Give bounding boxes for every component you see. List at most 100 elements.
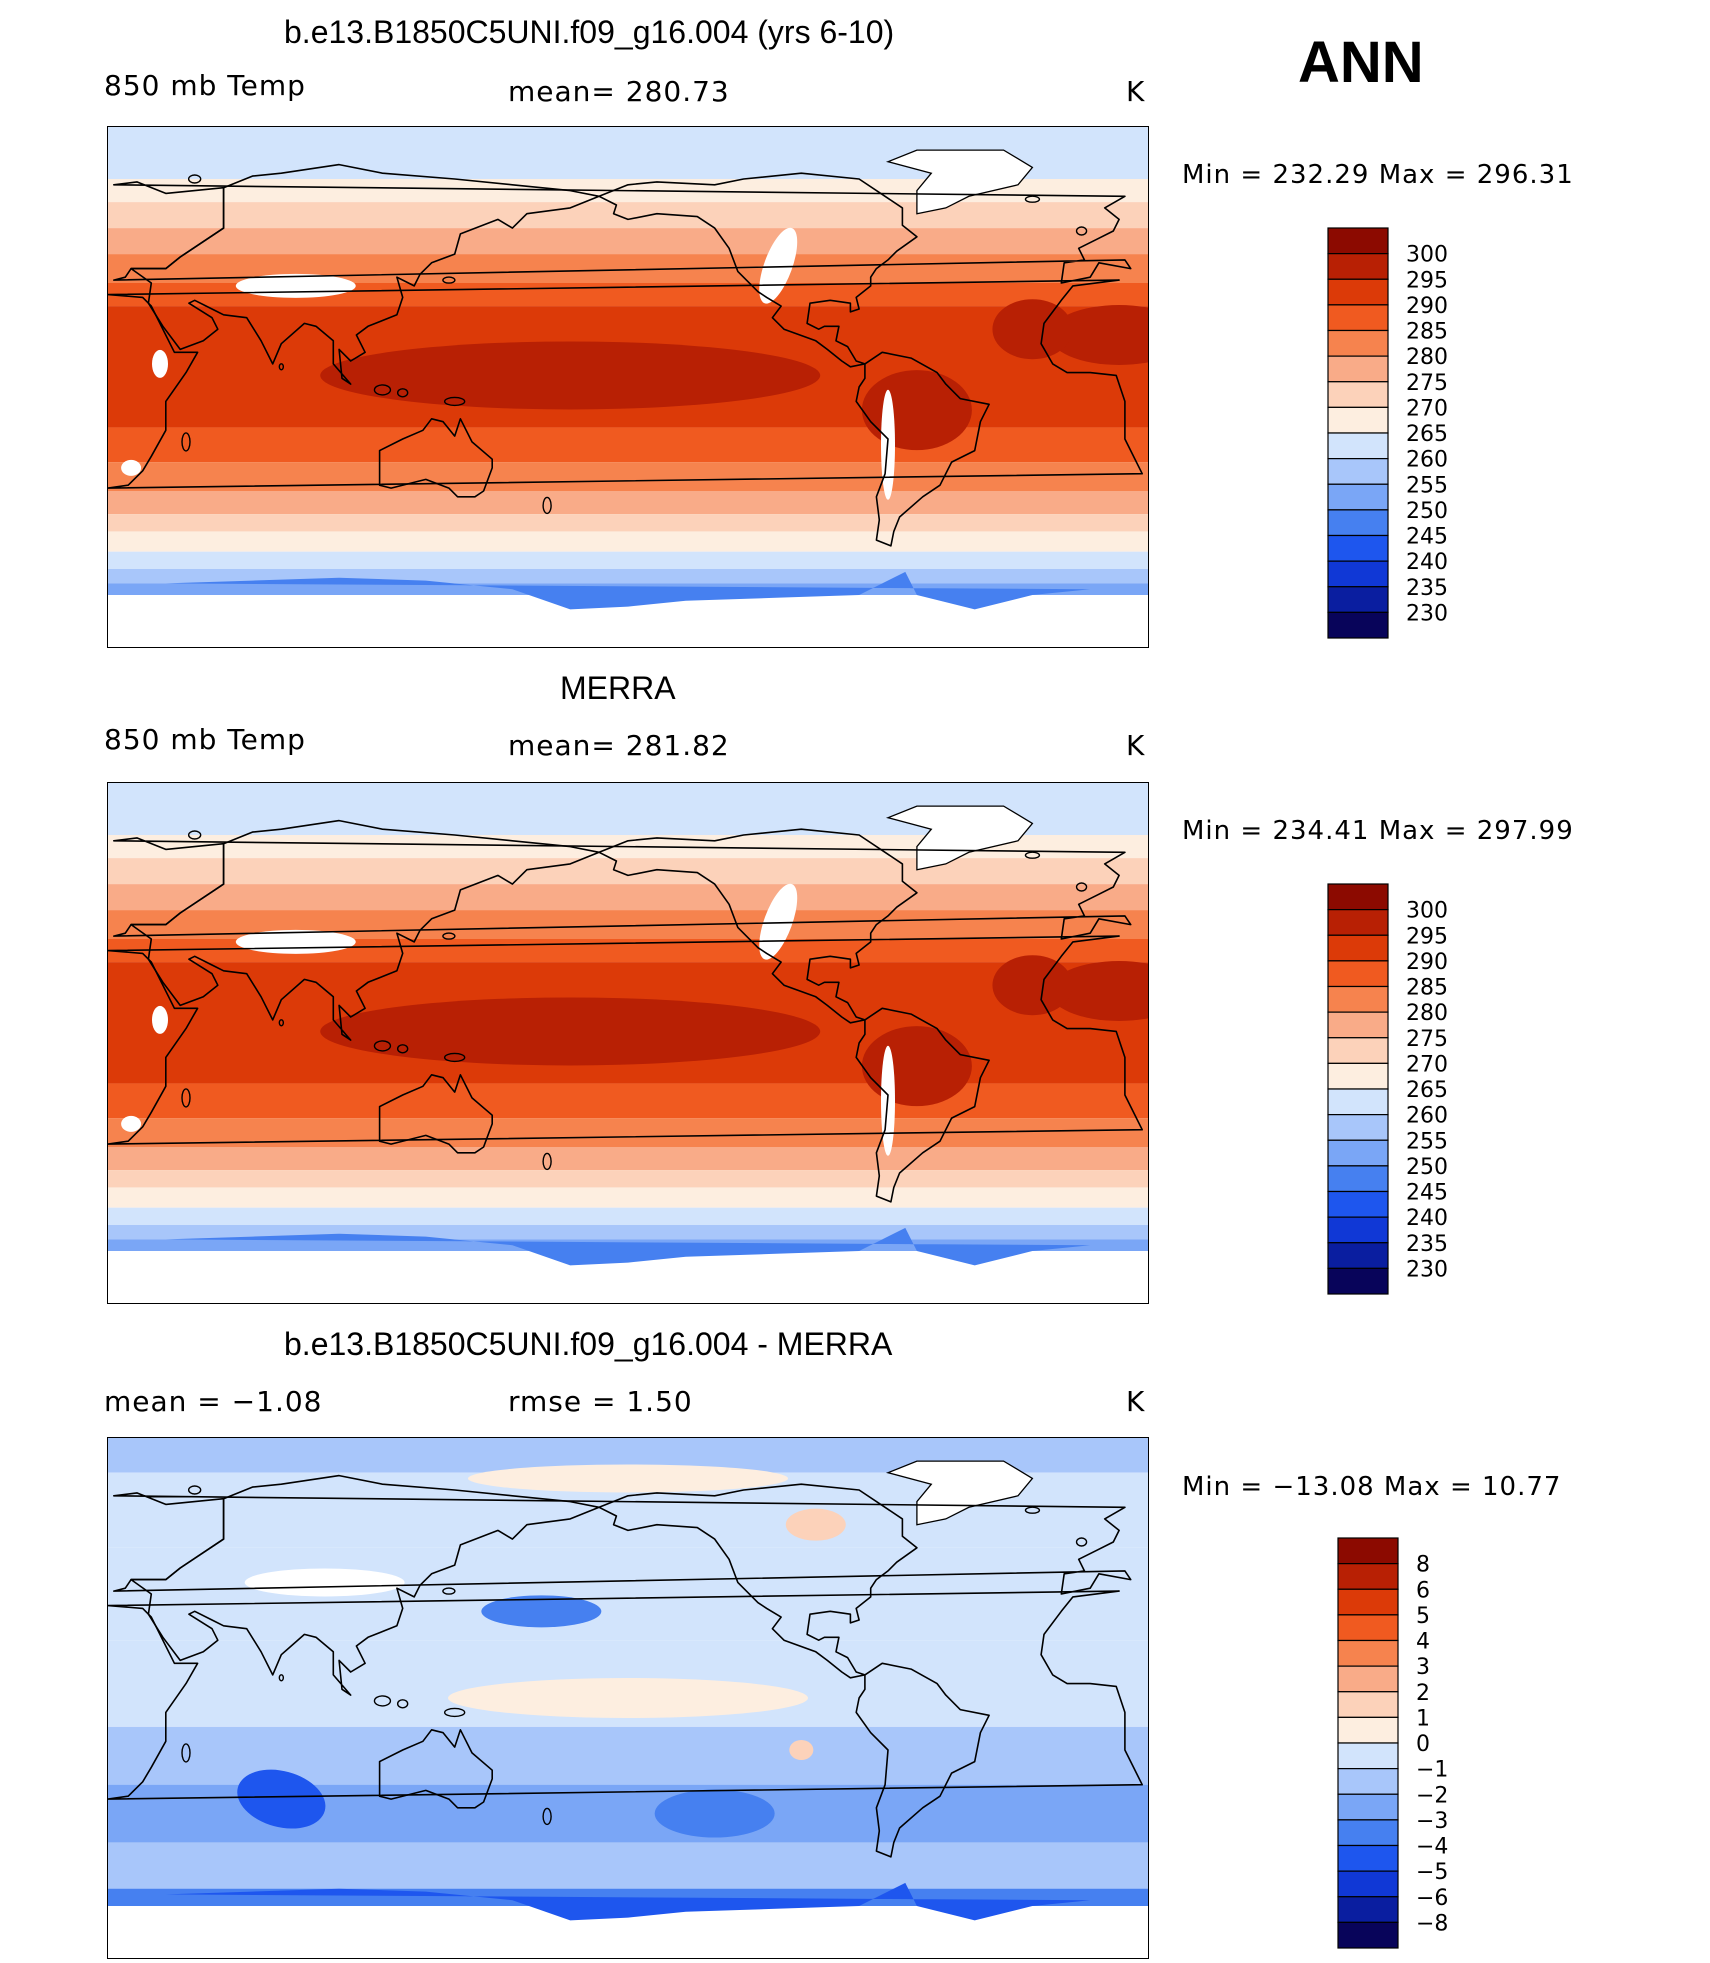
colorbar-tick-label: 245 [1406,1181,1448,1206]
colorbar-tick-label: 250 [1406,499,1448,524]
colorbar-tick-label: 290 [1406,294,1448,319]
negative-anomaly [165,1882,1091,1958]
colorbar-swatch [1337,1563,1399,1590]
colorbar-swatch [1327,611,1389,639]
contour-band [108,858,1148,885]
colorbar-swatch [1327,227,1389,255]
contour-band [108,1207,1148,1225]
colorbar-tick-label: 6 [1416,1578,1430,1603]
colorbar-tick-label: 230 [1406,601,1448,626]
panel-3-units-label: K [1126,1385,1146,1418]
colorbar-tick-label: 3 [1416,1655,1430,1680]
colorbar-tick-label: 300 [1406,243,1448,268]
island-outline [1024,195,1041,203]
colorbar-swatch [1327,985,1389,1013]
contour-band [108,283,1148,307]
coastline-asia [130,163,600,385]
ethiopia-mask [152,349,168,378]
colorbar-swatch [1337,1819,1399,1847]
colorbar-swatch [1327,1088,1389,1116]
cold-region [165,1227,1091,1303]
colorbar-swatch [1327,560,1389,588]
colorbar-tick-label: 4 [1416,1630,1430,1655]
colorbar-tick-label: 240 [1406,550,1448,575]
coastline-asia [130,1474,600,1696]
colorbar-swatch [1327,1242,1389,1269]
colorbar-tick-label: 280 [1406,1001,1448,1026]
greenland-mask [885,805,1034,871]
colorbar-tick-label: 300 [1406,899,1448,924]
colorbar-tick-label: −8 [1416,1911,1448,1936]
colorbar-swatch [1327,355,1389,383]
colorbar-swatch [1327,909,1389,936]
island-outline [187,830,202,840]
colorbar-tick-label: 295 [1406,268,1448,293]
contour-band [108,1170,1148,1188]
coastline-australia [378,1729,493,1809]
island-outline [181,432,191,452]
colorbar-swatch [1337,1768,1399,1795]
island-outline [542,496,552,515]
colorbar-tick-label: 5 [1416,1604,1430,1629]
warm-region [1049,961,1148,1021]
colorbar-tick-label: 235 [1406,1232,1448,1257]
colorbar-tick-label: 255 [1406,473,1448,498]
colorbar-tick-label: −6 [1416,1886,1448,1911]
positive-anomaly [789,1740,814,1760]
negative-anomaly [237,1769,326,1829]
panel-1-map [107,126,1149,648]
panel-2-mean-label: mean= 281.82 [508,729,730,762]
colorbar-tick-label: 260 [1406,1104,1448,1129]
colorbar-tick-label: 240 [1406,1206,1448,1231]
colorbar-swatch [1337,1921,1399,1949]
colorbar-swatch [1327,1165,1389,1193]
colorbar-swatch [1327,586,1389,613]
coastline-europe [113,181,1132,284]
island-outline [278,1674,285,1682]
island-outline [187,1485,202,1495]
colorbar-tick-label: 245 [1406,525,1448,550]
island-outline [181,1088,191,1108]
colorbar-swatch [1337,1614,1399,1642]
colorbar-swatch [1327,534,1389,562]
colorbar-tick-label: 1 [1416,1706,1430,1731]
coastline-australia [378,1074,493,1154]
panel-2-colorbar: 300 295 290 285 280 275 270 265 260 255 250 245 240 2… [1326,882,1476,1296]
panel-3-colorbar: 8 6 5 4 3 2 1 0 −1 −2 −3 −4 −5 −6 −8 [1336,1536,1486,1950]
colorbar-tick-label: 230 [1406,1257,1448,1282]
colorbar-swatch [1327,329,1389,357]
colorbar-swatch [1327,483,1389,511]
colorbar-swatch [1337,1588,1399,1616]
colorbar-tick-label: −3 [1416,1809,1448,1834]
colorbar-swatch [1337,1870,1399,1898]
colorbar-tick-label: 260 [1406,448,1448,473]
island-outline [1075,1537,1088,1547]
panel-1-title: b.e13.B1850C5UNI.f09_g16.004 (yrs 6-10) [284,14,895,50]
warm-region [992,299,1073,360]
colorbar-tick-label: 285 [1406,976,1448,1001]
island-outline [396,388,409,398]
island-outline [1024,1506,1041,1514]
colorbar-tick-label: −1 [1416,1758,1448,1783]
panel-3-rmse-label: rmse = 1.50 [508,1385,693,1418]
panel-3-minmax: Min = −13.08 Max = 10.77 [1182,1472,1562,1502]
contour-band [108,491,1148,515]
colorbar-swatch [1337,1716,1399,1744]
colorbar-swatch [1337,1665,1399,1693]
colorbar-tick-label: −2 [1416,1783,1448,1808]
negative-anomaly [481,1595,602,1628]
colorbar-swatch [1327,253,1389,280]
contour-band [108,228,1148,255]
panel-1-colorbar: 300 295 290 285 280 275 270 265 260 255 250 245 240 2… [1326,226,1476,640]
colorbar-tick-label: 8 [1416,1553,1430,1578]
contour-band [108,1083,1148,1119]
colorbar-tick-label: 250 [1406,1155,1448,1180]
island-outline [373,384,392,396]
greenland-mask [885,1460,1034,1526]
colorbar-tick-label: 295 [1406,924,1448,949]
panel-2-variable-label: 850 mb Temp [104,723,306,756]
colorbar-swatch [1337,1896,1399,1923]
coastline-australia [378,418,493,498]
colorbar-swatch [1327,1216,1389,1244]
panel-1-mean-label: mean= 280.73 [508,75,730,108]
